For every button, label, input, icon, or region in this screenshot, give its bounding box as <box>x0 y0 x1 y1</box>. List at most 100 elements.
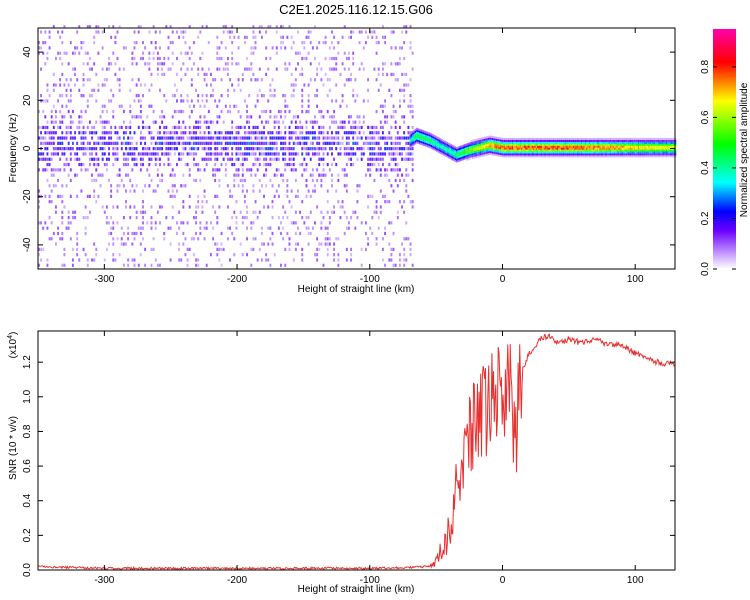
spectrogram-cell <box>547 137 549 140</box>
spectrogram-cell <box>377 226 380 230</box>
spectrogram-cell <box>517 145 519 148</box>
spectrogram-cell <box>579 155 581 158</box>
spectrogram-cell <box>286 194 289 198</box>
spectrogram-cell <box>205 141 208 145</box>
spectrogram-cell <box>193 104 195 108</box>
spectrogram-cell <box>521 145 523 148</box>
spectrogram-cell <box>76 247 79 251</box>
spectrogram-cell <box>619 139 621 142</box>
spectrogram-cell <box>88 157 91 161</box>
spectrogram-cell <box>369 125 372 130</box>
spectrogram-cell <box>103 147 106 151</box>
spectrogram-cell <box>668 145 670 148</box>
spectrogram-cell <box>169 147 172 151</box>
spectrogram-cell <box>425 136 427 140</box>
spectrogram-cell <box>394 46 397 50</box>
spectrogram-cell <box>207 109 210 114</box>
spectrogram-cell <box>120 178 123 183</box>
spectrogram-cell <box>466 154 468 157</box>
spectrogram-cell <box>148 173 151 177</box>
spectrogram-cell <box>503 149 506 152</box>
spectrogram-cell <box>173 136 176 140</box>
spectrogram-cell <box>367 168 370 172</box>
spectrogram-cell <box>243 131 246 135</box>
spectrogram-cell <box>99 136 102 140</box>
spectrogram-cell <box>552 147 555 150</box>
spectrogram-cell <box>619 137 621 140</box>
spectrogram-cell <box>663 139 665 142</box>
spectrogram-cell <box>632 145 634 148</box>
spectrogram-cell <box>446 153 449 156</box>
spectrogram-cell <box>299 231 302 236</box>
spectrogram-cell <box>620 143 622 146</box>
spectrogram-cell <box>495 154 498 157</box>
spectrogram-cell <box>478 149 480 152</box>
spectrogram-cell <box>263 242 265 246</box>
spectrogram-cell <box>645 137 648 140</box>
spectrogram-cell <box>152 189 155 193</box>
spectrogram-cell <box>220 263 223 267</box>
spectrogram-cell <box>616 147 618 150</box>
spectrogram-cell <box>46 178 49 183</box>
spectrogram-cell <box>580 141 583 144</box>
spectrogram-cell <box>275 25 278 29</box>
spectrogram-cell <box>88 141 91 145</box>
spectrogram-cell <box>495 144 498 147</box>
spectrogram-cell <box>440 140 442 143</box>
colorbar-tick-label: 0.4 <box>700 161 711 175</box>
spectrogram-cell <box>69 168 72 172</box>
spectrogram-cell <box>453 149 455 152</box>
spectrogram-cell <box>673 149 675 152</box>
spectrogram-cell <box>574 147 576 150</box>
spectrogram-cell <box>470 153 472 156</box>
spectrogram-cell <box>254 131 257 135</box>
spectrogram-cell <box>133 205 136 209</box>
spectrogram-cell <box>411 152 414 156</box>
spectrogram-cell <box>322 168 325 172</box>
spectrogram-cell <box>186 136 189 140</box>
spectrogram-cell <box>59 168 62 172</box>
spectrogram-cell <box>59 147 62 151</box>
spectrogram-cell <box>171 41 174 45</box>
spectrogram-cell <box>120 226 123 230</box>
spectrogram-cell <box>142 157 144 161</box>
spectrogram-cell <box>59 56 62 61</box>
spectrogram-cell <box>384 152 387 156</box>
spectrogram-cell <box>539 153 541 156</box>
spectrogram-cell <box>616 155 618 158</box>
spectrogram-cell <box>112 109 115 114</box>
spectrogram-cell <box>442 153 445 156</box>
spectrogram-cell <box>617 149 620 152</box>
spectrogram-cell <box>260 152 263 156</box>
spectrogram-cell <box>367 136 370 140</box>
spectrogram-cell <box>620 149 622 152</box>
spectrogram-cell <box>256 168 259 172</box>
spectrogram-cell <box>178 242 181 246</box>
spectrogram-cell <box>572 145 575 148</box>
spectrogram-cell <box>307 104 310 108</box>
spectrogram-cell <box>651 143 653 146</box>
spectrogram-cell <box>316 237 319 241</box>
spectrogram-cell <box>267 162 270 167</box>
spectrogram-cell <box>456 147 458 150</box>
spectrogram-cell <box>38 46 40 50</box>
spectrogram-cell <box>348 51 350 55</box>
spectrogram-cell <box>571 153 573 156</box>
spectrogram-cell <box>260 35 263 39</box>
spectrogram-cell <box>139 25 142 29</box>
spectrogram-cell <box>112 147 115 151</box>
spectrogram-cell <box>551 155 553 158</box>
spectrogram-cell <box>326 189 329 193</box>
spectrogram-cell <box>152 247 155 251</box>
spectrogram-cell <box>288 242 291 246</box>
spectrogram-cell <box>246 253 248 257</box>
spectrogram-cell <box>309 141 312 145</box>
spectrogram-cell <box>617 145 620 148</box>
spectrogram-cell <box>421 137 423 140</box>
spectrogram-cell <box>65 94 68 98</box>
spectrogram-cell <box>599 137 601 140</box>
spectrogram-cell <box>420 129 422 132</box>
spectrogram-cell <box>608 153 610 156</box>
spectrogram-cell <box>527 151 529 154</box>
spectrogram-cell <box>669 137 671 140</box>
